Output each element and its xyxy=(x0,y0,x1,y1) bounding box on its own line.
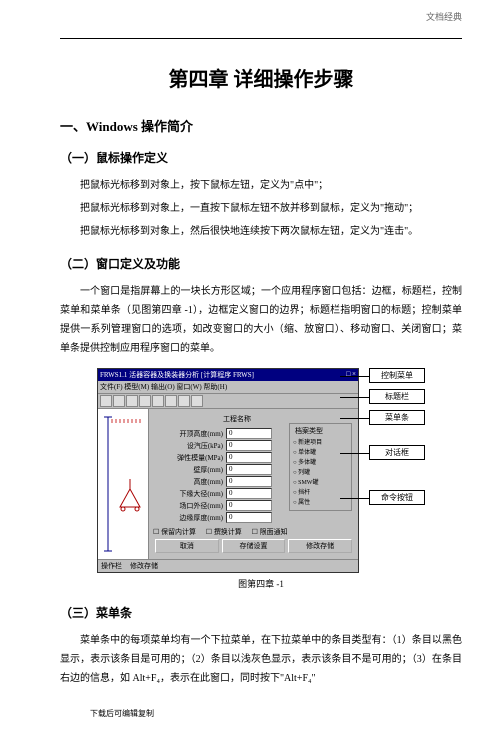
field-row: 边缘厚度(mm)0 xyxy=(153,512,354,523)
callout-dialog: 对话框 xyxy=(369,445,425,460)
btn-cancel[interactable]: 取消 xyxy=(155,539,219,553)
field-input[interactable]: 0 xyxy=(226,500,272,511)
callout-titlebar: 标题栏 xyxy=(369,389,425,404)
callout-menubar: 菜单条 xyxy=(369,410,425,425)
header-divider xyxy=(60,38,462,39)
status2: 修改存储 xyxy=(130,561,158,571)
callout-control-menu: 控制菜单 xyxy=(369,368,425,383)
check3[interactable]: 限面通知 xyxy=(252,528,288,536)
toolbar[interactable] xyxy=(98,394,358,409)
field-label: 场口外径(mm) xyxy=(153,501,226,511)
check2[interactable]: 撰换计算 xyxy=(206,528,242,536)
field-input[interactable]: 0 xyxy=(226,476,272,487)
sub2-p1: 一个窗口是指屏幕上的一块长方形区域；一个应用程序窗口包括：边框，标题栏，控制菜单… xyxy=(60,282,462,358)
titlebar[interactable]: FRWS1.1 活器容器及换装器分析 [计算程序 FRWS] _ □ × xyxy=(98,369,358,381)
sub1-title: （一）鼠标操作定义 xyxy=(60,149,462,166)
field-label: 设汽压(kPa) xyxy=(153,441,226,451)
radio-option[interactable]: 新建项目 xyxy=(293,437,348,446)
check1[interactable]: 保留内计算 xyxy=(153,528,196,536)
field-input[interactable]: 0 xyxy=(226,512,272,523)
sub1-p2: 把鼠标光标移到对象上，一直按下鼠标左钮不放并移到鼠标，定义为"拖动"； xyxy=(60,199,462,218)
radio-option[interactable]: 单体罐 xyxy=(293,447,348,456)
field-label: 下缘大径(mm) xyxy=(153,489,226,499)
field-input[interactable]: 0 xyxy=(226,488,272,499)
field-label: 高度(mm) xyxy=(153,477,226,487)
groupbox-title: 档案类型 xyxy=(293,426,325,436)
btn-save[interactable]: 存储设置 xyxy=(222,539,286,553)
statusbar: 操作栏 修改存储 xyxy=(98,559,358,572)
sub3-title: （三）菜单条 xyxy=(60,604,462,621)
chapter-title: 第四章 详细操作步骤 xyxy=(60,63,462,92)
dialog-panel: 工程名称 开顶高度(mm)0设汽压(kPa)0弹性模量(MPa)0壁厚(mm)0… xyxy=(149,409,358,559)
button-row: 取消 存储设置 修改存储 xyxy=(155,539,352,553)
figure-caption: 图第四章 -1 xyxy=(60,577,462,590)
field-input[interactable]: 0 xyxy=(226,428,272,439)
callouts: 控制菜单 标题栏 菜单条 对话框 命令按钮 xyxy=(369,368,425,511)
callout-button: 命令按钮 xyxy=(369,490,425,505)
section1-title: 一、Windows 操作简介 xyxy=(60,116,462,135)
sub1-p1: 把鼠标光标移到对象上，按下鼠标左钮，定义为"点中"； xyxy=(60,176,462,195)
footer-text: 下载后可编辑复制 xyxy=(60,708,462,719)
sub1-p3: 把鼠标光标移到对象上，然后很快地连续按下两次鼠标左钮，定义为"连击"。 xyxy=(60,222,462,241)
field-input[interactable]: 0 xyxy=(226,452,272,463)
btn-modify[interactable]: 修改存储 xyxy=(288,539,352,553)
left-panel xyxy=(98,409,149,559)
figure-area: FRWS1.1 活器容器及换装器分析 [计算程序 FRWS] _ □ × 文件(… xyxy=(60,368,462,590)
header-label: 文档经典 xyxy=(426,10,462,23)
radio-option[interactable]: 列罐 xyxy=(293,467,348,476)
menubar[interactable]: 文件(F) 模型(M) 输出(O) 窗口(W) 帮助(H) xyxy=(98,381,358,394)
sub3-p1: 菜单条中的每项菜单均有一个下拉菜单，在下拉菜单中的条目类型有：（1）条目以黑色显… xyxy=(60,631,462,688)
title-text: FRWS1.1 活器容器及换装器分析 [计算程序 FRWS] xyxy=(100,370,254,380)
radio-option[interactable]: 挡杆 xyxy=(293,487,348,496)
sub2-title: （二）窗口定义及功能 xyxy=(60,255,462,272)
status1: 操作栏 xyxy=(101,561,122,571)
app-window: FRWS1.1 活器容器及换装器分析 [计算程序 FRWS] _ □ × 文件(… xyxy=(97,368,359,573)
radio-option[interactable]: 多体罐 xyxy=(293,457,348,466)
field-input[interactable]: 0 xyxy=(226,440,272,451)
radio-option[interactable]: SMW罐 xyxy=(293,477,348,486)
field-label: 边缘厚度(mm) xyxy=(153,513,226,523)
field-label: 壁厚(mm) xyxy=(153,465,226,475)
field-label: 弹性模量(MPa) xyxy=(153,453,226,463)
field-label: 开顶高度(mm) xyxy=(153,429,226,439)
field-input[interactable]: 0 xyxy=(226,464,272,475)
